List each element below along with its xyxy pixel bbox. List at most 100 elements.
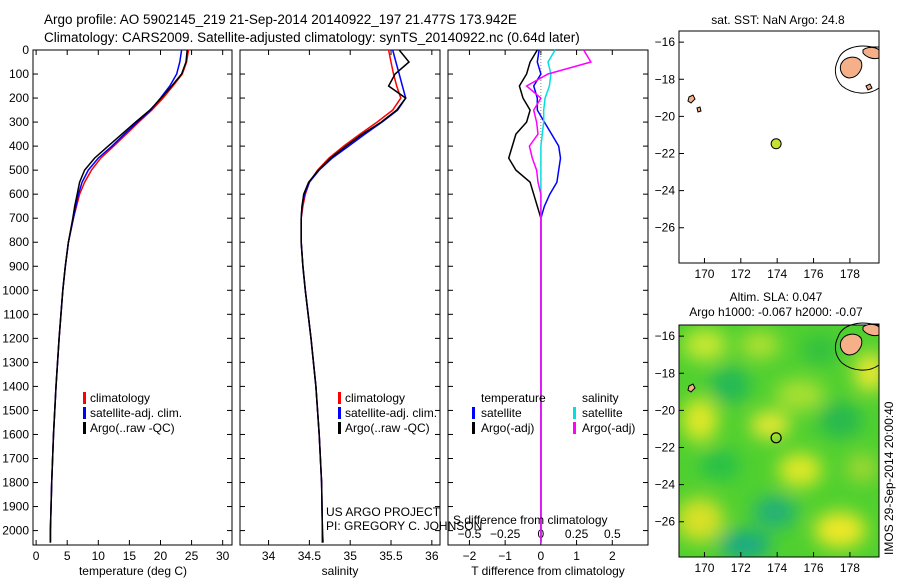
sst-map-panel: sat. SST: NaN Argo: 24.8 170 172 174 176 178… [655, 13, 880, 281]
s-tick-label: 0.25 [565, 527, 589, 541]
map-y-tick-label: −26 [655, 515, 676, 529]
x-tick-label: 34 [262, 549, 276, 563]
header-line-2: Climatology: CARS2009. Satellite-adjuste… [44, 30, 580, 45]
sst-map-float-location [770, 138, 782, 150]
y-tick-label: 700 [9, 211, 29, 225]
temperature-ticks: 0 5 10 15 20 25 300100200300400500600700800900… [2, 43, 232, 563]
series-line-argo-raw-qc- [49, 49, 188, 543]
sla-blob [679, 498, 724, 542]
vanua-levu-island [862, 323, 880, 337]
sla-blob [682, 398, 718, 442]
x-tick-label: 34.5 [298, 549, 322, 563]
temperature-lines [49, 49, 190, 543]
map-y-tick-label: −24 [655, 478, 676, 492]
legend-label-satellite: satellite-adj. clim. [90, 406, 182, 420]
y-tick-label: 1000 [2, 283, 29, 297]
legend-label-t-satellite: satellite [481, 406, 522, 420]
y-tick-label: 1600 [2, 427, 29, 441]
sla-blob [710, 367, 750, 403]
series-line-satellite-adj-clim- [49, 49, 183, 543]
map-y-tick-label: −22 [655, 440, 676, 454]
sla-blob [802, 335, 838, 365]
legend-swatch-s-satellite [573, 407, 576, 419]
salinity-legend: climatology satellite-adj. clim. Argo(..… [338, 391, 437, 435]
y-tick-label: 600 [9, 187, 29, 201]
sst-map-ticks: 170 172 174 176 178 −16 −18 −20 −22 −24 −26 [655, 35, 861, 281]
salinity-xlabel: salinity [322, 564, 359, 578]
fiji-outline [834, 322, 880, 371]
project-annotation: US ARGO PROJECT [326, 505, 441, 519]
map-y-tick-label: −24 [655, 184, 676, 198]
s-difference-xlabel: S difference from climatology [453, 513, 608, 527]
sla-map-float-location [770, 432, 782, 444]
map-x-tick-label: 174 [767, 561, 787, 575]
y-tick-label: 200 [9, 91, 29, 105]
legend-label-argo: Argo(..raw -QC) [90, 421, 175, 435]
salinity-lines [300, 49, 411, 543]
temperature-panel: 0 5 10 15 20 25 300100200300400500600700800900… [2, 43, 233, 578]
temperature-xlabel: temperature (deg C) [79, 564, 187, 578]
legend-title-temperature: temperature [481, 391, 546, 405]
legend-title-salinity: salinity [582, 391, 619, 405]
x-tick-label: 5 [64, 549, 71, 563]
legend-label-argo: Argo(..raw -QC) [345, 421, 430, 435]
map-x-tick-label: 178 [840, 267, 860, 281]
sla-heatmap [679, 325, 879, 557]
legend-swatch-t-argo [472, 422, 475, 434]
legend-label-t-argo: Argo(-adj) [481, 421, 534, 435]
legend-swatch-satellite [338, 407, 341, 419]
y-tick-label: 400 [9, 139, 29, 153]
vanua-levu-island [862, 46, 880, 60]
map-y-tick-label: −20 [655, 403, 676, 417]
map-x-tick-label: 178 [840, 561, 860, 575]
salinity-axes-frame [239, 49, 441, 546]
sla-blob [818, 402, 862, 438]
legend-swatch-satellite [83, 407, 86, 419]
y-tick-label: 1500 [2, 403, 29, 417]
difference-lines [507, 49, 593, 545]
viti-levu-island [839, 56, 863, 79]
x-tick-label: 0 [538, 549, 545, 563]
y-tick-label: 2000 [2, 524, 29, 538]
map-y-tick-label: −16 [655, 35, 676, 49]
series-line-argo-raw-qc- [300, 49, 411, 543]
y-tick-label: 1300 [2, 355, 29, 369]
s-tick-label: −0.5 [458, 527, 482, 541]
map-x-tick-label: 174 [767, 267, 787, 281]
x-tick-label: 10 [92, 549, 106, 563]
small-island-east [865, 83, 873, 91]
map-y-tick-label: −16 [655, 329, 676, 343]
temperature-axes-frame [32, 49, 233, 546]
legend-label-s-satellite: satellite [582, 406, 623, 420]
x-tick-label: 2 [609, 549, 616, 563]
sla-map-title-1: Altim. SLA: 0.047 [730, 290, 823, 304]
sst-map-title: sat. SST: NaN Argo: 24.8 [711, 13, 845, 27]
y-tick-label: 300 [9, 115, 29, 129]
y-tick-label: 1400 [2, 379, 29, 393]
sla-blob [854, 352, 879, 392]
x-tick-label: 1 [573, 549, 580, 563]
legend-label-s-argo: Argo(-adj) [582, 421, 635, 435]
sla-blob [775, 379, 825, 411]
legend-label-satellite: satellite-adj. clim. [345, 406, 437, 420]
x-tick-label: 30 [216, 549, 230, 563]
x-tick-label: 25 [185, 549, 199, 563]
x-tick-label: 35 [344, 549, 358, 563]
t-difference-xlabel: T difference from climatology [471, 564, 625, 578]
temperature-legend: climatology satellite-adj. clim. Argo(..… [83, 391, 182, 435]
map-x-tick-label: 172 [731, 267, 751, 281]
x-tick-label: 20 [154, 549, 168, 563]
map-x-tick-label: 172 [731, 561, 751, 575]
sla-blob [750, 411, 790, 439]
series-line-satellite-adj-clim- [300, 49, 407, 543]
x-tick-label: 0 [33, 549, 40, 563]
salinity-ticks: 34 34.5 35 35.5 36 [240, 49, 440, 563]
small-island-west-2 [696, 106, 702, 113]
legend-swatch-climatology [83, 392, 86, 404]
y-tick-label: 1800 [2, 476, 29, 490]
sla-map-frame [678, 324, 880, 558]
s-tick-label: 0.5 [604, 527, 621, 541]
viti-levu-island [839, 333, 863, 356]
